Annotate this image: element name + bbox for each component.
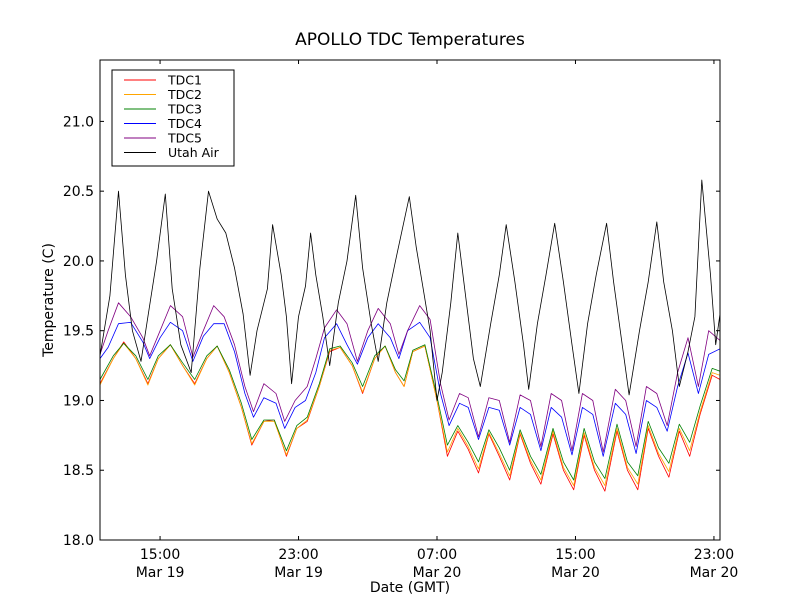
x-tick-label-date: Mar 19 [274, 565, 323, 581]
y-tick-label: 18.5 [63, 463, 94, 479]
y-tick-label: 20.0 [63, 254, 94, 270]
series-line-utah-air [100, 179, 720, 401]
plot-frame [99, 59, 721, 541]
y-tick-label: 18.0 [63, 533, 94, 549]
x-tick-label-date: Mar 19 [136, 565, 185, 581]
x-tick-label-time: 23:00 [278, 547, 318, 563]
x-tick-label-time: 15:00 [140, 547, 180, 563]
legend-label: Utah Air [168, 145, 220, 160]
legend-label: TDC3 [167, 102, 202, 117]
y-tick-label: 20.5 [63, 184, 94, 200]
series-layer [100, 179, 720, 492]
legend-frame [111, 69, 235, 167]
x-axis-label: Date (GMT) [370, 580, 450, 596]
x-tick-label-time: 15:00 [555, 547, 595, 563]
y-tick-label: 19.5 [63, 324, 94, 340]
legend-label: TDC4 [167, 116, 202, 131]
x-tick-label-date: Mar 20 [551, 565, 600, 581]
series-line-tdc5 [100, 302, 720, 453]
y-axis: 18.0 18.5 19.0 19.5 20.0 20.5 21.0 [63, 114, 720, 549]
y-tick-label: 19.0 [63, 393, 94, 409]
x-tick-label-date: Mar 20 [690, 565, 739, 581]
x-tick-label-time: 07:00 [417, 547, 457, 563]
series-line-tdc2 [100, 342, 720, 486]
series-line-tdc3 [100, 342, 720, 481]
y-axis-label: Temperature (C) [41, 243, 57, 358]
legend-label: TDC1 [167, 73, 202, 88]
chart-title: APOLLO TDC Temperatures [295, 30, 525, 50]
legend-label: TDC2 [167, 87, 202, 102]
x-tick-label-date: Mar 20 [413, 565, 462, 581]
x-axis: 15:00 Mar 19 23:00 Mar 19 07:00 Mar 20 15:00 Ma… [136, 60, 739, 581]
y-tick-label: 21.0 [63, 114, 94, 130]
x-tick-label-time: 23:00 [694, 547, 734, 563]
legend-label: TDC5 [167, 131, 202, 146]
